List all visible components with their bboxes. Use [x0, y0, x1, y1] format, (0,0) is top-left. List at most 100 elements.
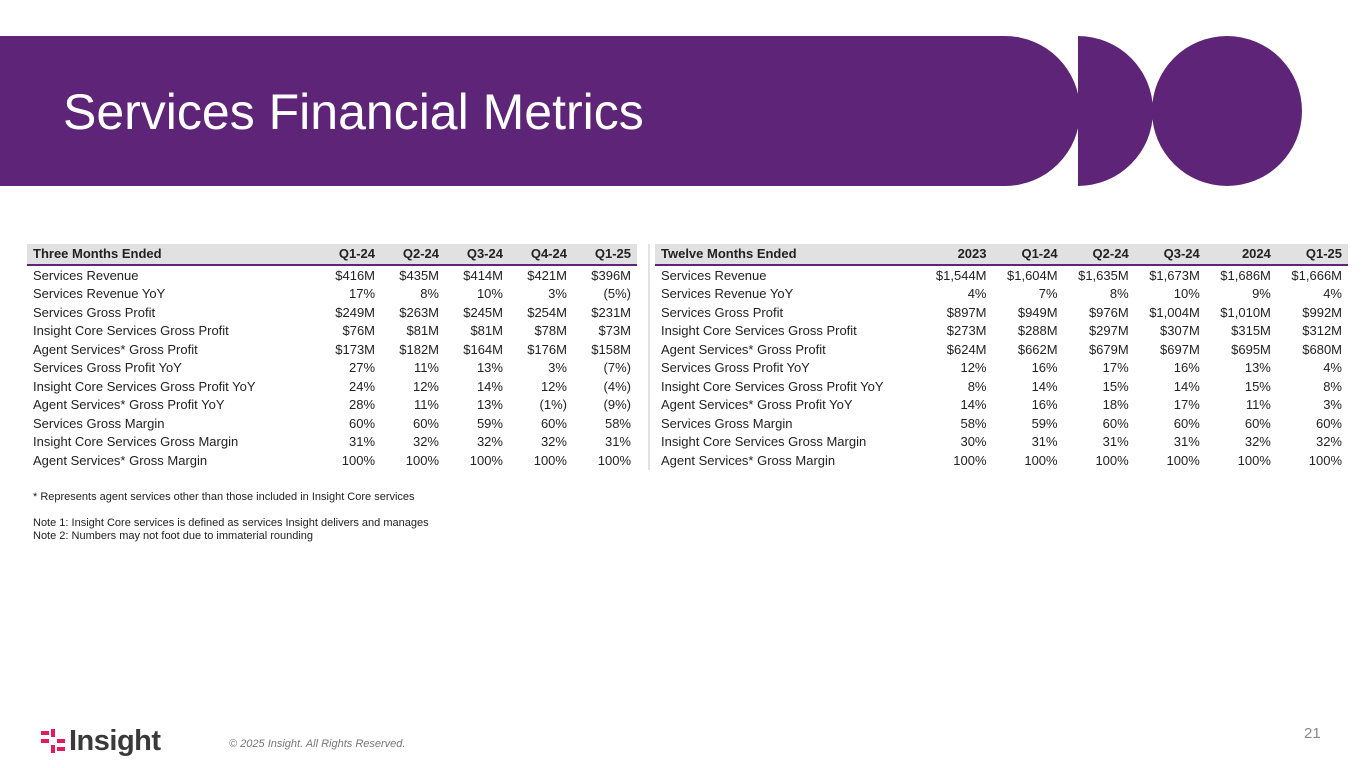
- row-label: Services Gross Profit YoY: [661, 360, 810, 375]
- table-cell: $81M: [406, 323, 439, 338]
- table-row: Insight Core Services Gross Margin 30% 31%…: [655, 433, 1348, 452]
- table-row: Insight Core Services Gross Margin 31% 32%…: [27, 433, 637, 452]
- table-cell: 15%: [1102, 378, 1129, 394]
- table-cell: 59%: [476, 415, 503, 431]
- row-label: Services Gross Profit: [661, 304, 784, 320]
- table-cell: $1,666M: [1291, 267, 1342, 283]
- table-cell: 32%: [540, 434, 567, 449]
- table-row: Insight Core Services Gross Profit YoY 24…: [27, 377, 637, 396]
- table-cell: 3%: [548, 360, 567, 375]
- table-cell: $81M: [470, 323, 503, 338]
- table-cell: 32%: [1315, 434, 1342, 449]
- table-row: Services Gross Profit YoY 27% 11% 13% 3% (7%): [27, 359, 637, 378]
- column-header: Q3-24: [1134, 244, 1206, 266]
- table-cell: $182M: [399, 341, 439, 357]
- table-cell: (7%): [603, 360, 631, 375]
- insight-logo-icon: [41, 729, 65, 753]
- row-label: Services Gross Profit: [33, 304, 156, 320]
- row-label: Services Revenue YoY: [661, 286, 794, 301]
- table-cell: $949M: [1017, 304, 1058, 320]
- table-cell: 12%: [960, 360, 987, 375]
- table-cell: 32%: [476, 434, 503, 449]
- table-cell: 16%: [1031, 360, 1058, 375]
- row-label: Agent Services* Gross Margin: [661, 452, 836, 468]
- table-row: Services Revenue $416M $435M $414M $421M $396…: [27, 265, 637, 285]
- table-cell: $695M: [1231, 341, 1271, 357]
- table-cell: 100%: [533, 452, 567, 468]
- table-cell: 60%: [1102, 415, 1129, 431]
- row-label: Services Gross Profit YoY: [33, 360, 182, 375]
- table-cell: 11%: [413, 397, 439, 412]
- row-label: Agent Services* Gross Margin: [33, 452, 208, 468]
- table-row: Insight Core Services Gross Profit $273M $…: [655, 322, 1348, 341]
- table-cell: 11%: [1245, 397, 1271, 412]
- table-header-label: Three Months Ended: [27, 244, 318, 266]
- footnotes: * Represents agent services other than t…: [33, 491, 429, 543]
- table-cell: $249M: [335, 304, 376, 320]
- table-cell: $421M: [527, 267, 567, 283]
- table-cell: 9%: [1252, 286, 1271, 301]
- table-cell: $173M: [335, 341, 376, 357]
- table-cell: $679M: [1088, 341, 1129, 357]
- row-label: Agent Services* Gross Profit YoY: [33, 397, 225, 412]
- column-header: Q2-24: [381, 244, 445, 266]
- table-cell: $263M: [399, 304, 439, 320]
- table-cell: $992M: [1302, 304, 1342, 320]
- table-cell: 31%: [1102, 434, 1129, 449]
- table-cell: $1,010M: [1220, 304, 1271, 320]
- table-row: Insight Core Services Gross Profit $76M $8…: [27, 322, 637, 341]
- table-cell: 8%: [420, 286, 439, 301]
- table-cell: $680M: [1302, 341, 1342, 357]
- table-cell: 100%: [1308, 452, 1342, 468]
- column-header: Q2-24: [1063, 244, 1135, 266]
- table-cell: $254M: [527, 304, 567, 320]
- table-cell: 15%: [1244, 378, 1271, 394]
- table-cell: 13%: [476, 397, 503, 412]
- table-cell: 17%: [1102, 360, 1129, 375]
- table-row: Agent Services* Gross Margin 100% 100% 100%…: [27, 451, 637, 470]
- table-cell: 60%: [1244, 415, 1271, 431]
- column-header: Q1-24: [992, 244, 1064, 266]
- column-header: 2023: [921, 244, 993, 266]
- table-cell: $312M: [1302, 323, 1342, 338]
- row-label: Agent Services* Gross Profit: [661, 341, 826, 357]
- table-row: Services Revenue YoY 17% 8% 10% 3% (5%): [27, 285, 637, 304]
- table-row: Services Gross Profit YoY 12% 16% 17% 16% 13%…: [655, 359, 1348, 378]
- table-row: Services Revenue YoY 4% 7% 8% 10% 9% 4%: [655, 285, 1348, 304]
- table-cell: 31%: [348, 434, 376, 449]
- table-row: Services Gross Profit $249M $263M $245M $254…: [27, 303, 637, 322]
- table-cell: 11%: [413, 360, 439, 375]
- table-cell: 14%: [960, 397, 987, 412]
- row-label: Services Gross Margin: [661, 415, 793, 431]
- table-row: Agent Services* Gross Margin 100% 100% 100%…: [655, 451, 1348, 470]
- table-cell: 32%: [1244, 434, 1271, 449]
- table-divider: [648, 244, 650, 470]
- row-label: Services Revenue: [661, 267, 767, 283]
- row-label: Insight Core Services Gross Profit: [661, 323, 857, 338]
- table-cell: $1,673M: [1149, 267, 1200, 283]
- column-header: Q4-24: [508, 244, 573, 266]
- note-2: Note 2: Numbers may not foot due to imma…: [33, 530, 314, 542]
- table-row: Agent Services* Gross Profit YoY 14% 16% 18…: [655, 396, 1348, 415]
- table-cell: 13%: [1244, 360, 1271, 375]
- table-cell: $1,686M: [1220, 267, 1271, 283]
- table-cell: 4%: [1323, 360, 1342, 375]
- row-label: Insight Core Services Gross Margin: [33, 434, 239, 449]
- row-label: Services Revenue: [33, 267, 139, 283]
- table-cell: 100%: [341, 452, 376, 468]
- table-cell: 3%: [548, 286, 567, 301]
- table-cell: 100%: [405, 452, 439, 468]
- table-cell: 8%: [1323, 378, 1342, 394]
- table-row: Services Revenue $1,544M $1,604M $1,635M $1,…: [655, 265, 1348, 285]
- table-cell: 4%: [1323, 286, 1342, 301]
- table-cell: 3%: [1323, 397, 1342, 412]
- note-1: Note 1: Insight Core services is defined…: [33, 517, 429, 529]
- table-cell: 14%: [476, 378, 503, 394]
- table-cell: 8%: [967, 378, 987, 394]
- table-cell: $897M: [946, 304, 987, 320]
- table-cell: $662M: [1017, 341, 1058, 357]
- column-header: Q3-24: [445, 244, 509, 266]
- table-cell: 100%: [1095, 452, 1129, 468]
- column-header: 2024: [1205, 244, 1277, 266]
- table-cell: $164M: [463, 341, 503, 357]
